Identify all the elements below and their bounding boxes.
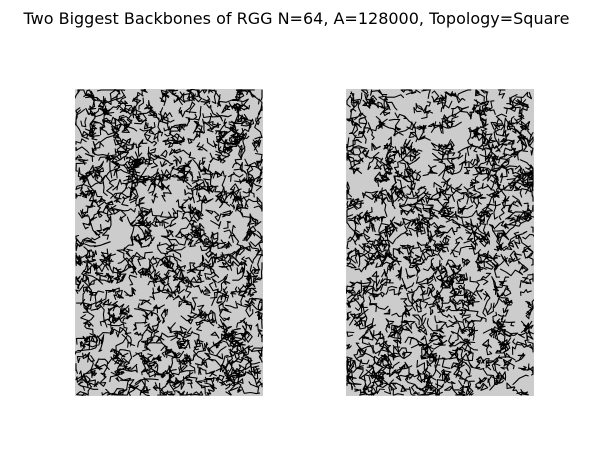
backbone-panel-right <box>346 89 534 396</box>
backbone-panel-left <box>75 89 263 396</box>
backbone-graph-right <box>346 89 534 396</box>
backbone-graph-left <box>75 89 263 396</box>
figure-title: Two Biggest Backbones of RGG N=64, A=128… <box>23 9 570 28</box>
